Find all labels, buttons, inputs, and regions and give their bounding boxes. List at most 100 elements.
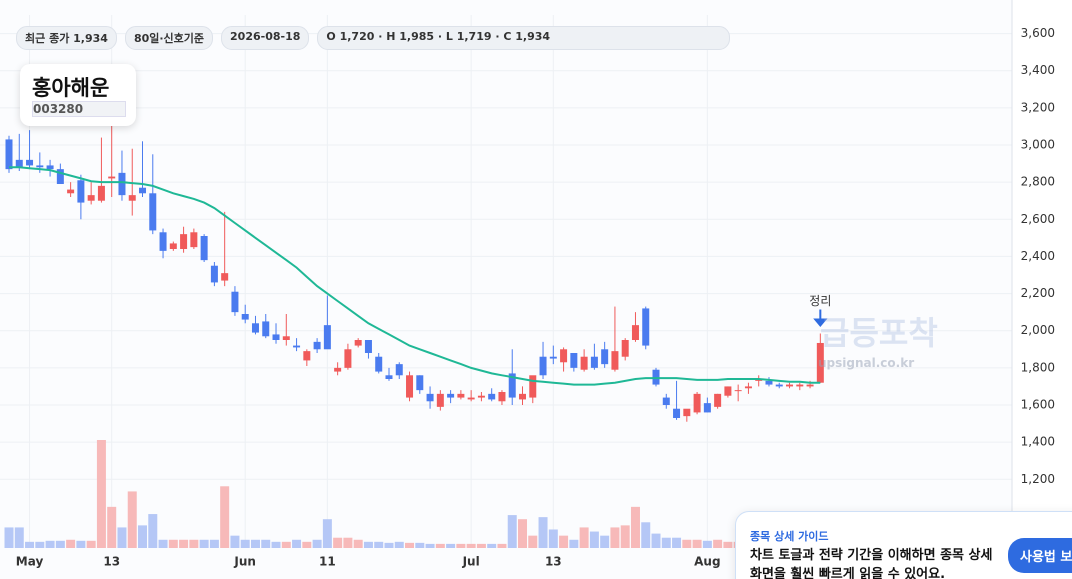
candle-body: [375, 356, 383, 372]
volume-bar: [66, 539, 76, 548]
candle-body: [210, 265, 218, 283]
volume-bar: [363, 541, 373, 548]
volume-bar: [250, 539, 260, 548]
y-tick-label: 2,400: [1021, 249, 1055, 263]
candle-body: [631, 325, 639, 340]
candle-body: [498, 392, 506, 402]
chip: 최근 종가 1,934: [16, 26, 117, 50]
volume-bar: [179, 539, 189, 548]
volume-bar: [76, 540, 86, 548]
volume-bar: [394, 541, 404, 548]
stock-name: 홍아해운: [32, 76, 110, 100]
x-tick-label: May: [16, 555, 44, 569]
volume-bar: [682, 539, 692, 548]
volume-bar: [620, 525, 630, 548]
volume-bar: [548, 529, 558, 548]
guide-button[interactable]: 사용법 보기: [1008, 538, 1072, 573]
x-tick-label: 11: [319, 555, 336, 569]
chip: 2026-08-18: [221, 26, 310, 50]
volume-bar: [435, 543, 445, 548]
annotation: 정리: [809, 294, 831, 308]
volume-bar: [14, 527, 24, 548]
x-tick-label: 13: [103, 555, 120, 569]
volume-bar: [600, 535, 610, 548]
guide-title: 종목 상세 가이드: [750, 530, 829, 543]
candle-body: [149, 193, 157, 231]
volume-bar: [661, 537, 671, 548]
volume-bar: [405, 542, 415, 548]
candle-body: [159, 232, 167, 251]
volume-bar: [45, 540, 55, 548]
candle-body: [241, 314, 249, 320]
volume-bar: [579, 527, 589, 548]
candle-body: [765, 380, 773, 385]
volume-bar: [692, 539, 702, 548]
volume-bar: [220, 486, 230, 548]
candle-body: [5, 139, 13, 170]
candle-body: [642, 308, 650, 346]
y-tick-label: 2,600: [1021, 212, 1055, 226]
y-tick-label: 3,600: [1021, 26, 1055, 40]
volume-bar: [158, 539, 168, 548]
y-tick-label: 2,000: [1021, 323, 1055, 337]
volume-bar: [4, 527, 14, 548]
volume-bar: [487, 543, 497, 548]
volume-bar: [168, 539, 178, 548]
candle-body: [36, 165, 44, 168]
candle-body: [77, 180, 85, 203]
volume-bar: [35, 541, 45, 548]
volume-bar: [425, 543, 435, 548]
candle-body: [221, 273, 229, 281]
candle-body: [744, 386, 752, 389]
candle-body: [560, 349, 568, 363]
volume-bar: [127, 491, 137, 548]
volume-bar: [569, 539, 579, 548]
stock-code: 003280: [32, 101, 126, 117]
y-tick-label: 2,200: [1021, 286, 1055, 300]
x-tick-label: 13: [545, 555, 562, 569]
volume-bar: [281, 541, 291, 548]
guide-popup: 종목 상세 가이드 차트 토글과 전략 기간을 이해하면 종목 상세 화면을 훨…: [735, 511, 1072, 579]
watermark: 급등포착: [820, 314, 938, 352]
candle-body: [169, 243, 177, 249]
candle-body: [611, 351, 619, 370]
candle-body: [231, 291, 239, 313]
candle-body: [673, 408, 681, 418]
candle-body: [477, 395, 485, 398]
y-tick-label: 2,800: [1021, 175, 1055, 189]
candle-body: [385, 375, 393, 379]
candle-body: [775, 384, 783, 387]
x-tick-label: Jul: [462, 555, 480, 569]
candle-body: [323, 325, 331, 350]
volume-bar: [271, 541, 281, 548]
candle-body: [590, 356, 598, 368]
candle-body: [734, 390, 742, 392]
candle-body: [15, 159, 23, 168]
volume-bar: [240, 539, 250, 548]
guide-body: 차트 토글과 전략 기간을 이해하면 종목 상세 화면을 훨씬 빠르게 읽을 수…: [750, 548, 993, 579]
candle-body: [457, 393, 465, 398]
y-tick-label: 3,200: [1021, 100, 1055, 114]
volume-bar: [384, 542, 394, 548]
candle-body: [272, 334, 280, 340]
volume-bar: [96, 440, 106, 548]
candle-body: [200, 236, 208, 261]
candle-body: [693, 393, 701, 413]
candle-body: [786, 384, 794, 387]
volume-bar: [312, 539, 322, 548]
volume-bar: [55, 540, 65, 548]
candle-body: [806, 384, 814, 387]
y-tick-label: 3,400: [1021, 63, 1055, 77]
volume-bar: [497, 543, 507, 548]
candle-body: [364, 340, 372, 353]
volume-bar: [723, 541, 733, 548]
chip: O 1,720 · H 1,985 · L 1,719 · C 1,934: [317, 26, 731, 50]
volume-bar: [230, 535, 240, 548]
candle-body: [293, 345, 301, 348]
volume-bar: [641, 522, 651, 548]
candle-body: [426, 393, 434, 402]
candle-body: [529, 375, 537, 398]
volume-bar: [630, 506, 640, 548]
